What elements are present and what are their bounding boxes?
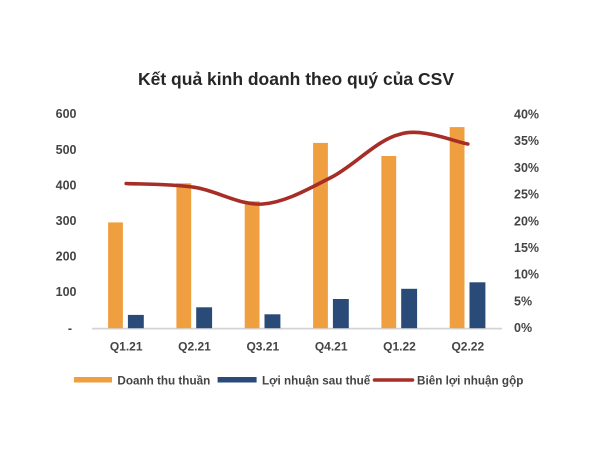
svg-text:35%: 35% (514, 134, 539, 148)
svg-text:20%: 20% (514, 214, 539, 228)
svg-text:10%: 10% (514, 268, 539, 282)
svg-text:0%: 0% (514, 321, 532, 335)
svg-text:Lợi nhuận sau thuế: Lợi nhuận sau thuế (262, 374, 371, 387)
svg-text:25%: 25% (514, 188, 539, 202)
svg-text:Q1.22: Q1.22 (383, 339, 416, 353)
svg-text:Q2.22: Q2.22 (451, 339, 484, 353)
svg-text:Q2.21: Q2.21 (178, 339, 211, 353)
svg-text:Q4.21: Q4.21 (315, 339, 348, 353)
svg-text:5%: 5% (514, 294, 532, 308)
svg-text:500: 500 (56, 143, 77, 157)
svg-text:40%: 40% (514, 108, 539, 122)
svg-text:15%: 15% (514, 241, 539, 255)
svg-text:Kết quả kinh doanh theo quý củ: Kết quả kinh doanh theo quý của CSV (138, 69, 454, 89)
svg-text:Q3.21: Q3.21 (246, 339, 279, 353)
svg-text:Doanh thu thuần: Doanh thu thuần (117, 374, 210, 387)
svg-text:400: 400 (56, 178, 77, 192)
svg-text:-: - (68, 322, 72, 336)
svg-text:Biên lợi nhuận gộp: Biên lợi nhuận gộp (417, 374, 523, 387)
svg-text:30%: 30% (514, 161, 539, 175)
svg-text:600: 600 (56, 107, 77, 121)
svg-text:Q1.21: Q1.21 (110, 339, 143, 353)
svg-text:100: 100 (56, 285, 77, 299)
svg-text:300: 300 (56, 214, 77, 228)
svg-text:200: 200 (56, 249, 77, 263)
